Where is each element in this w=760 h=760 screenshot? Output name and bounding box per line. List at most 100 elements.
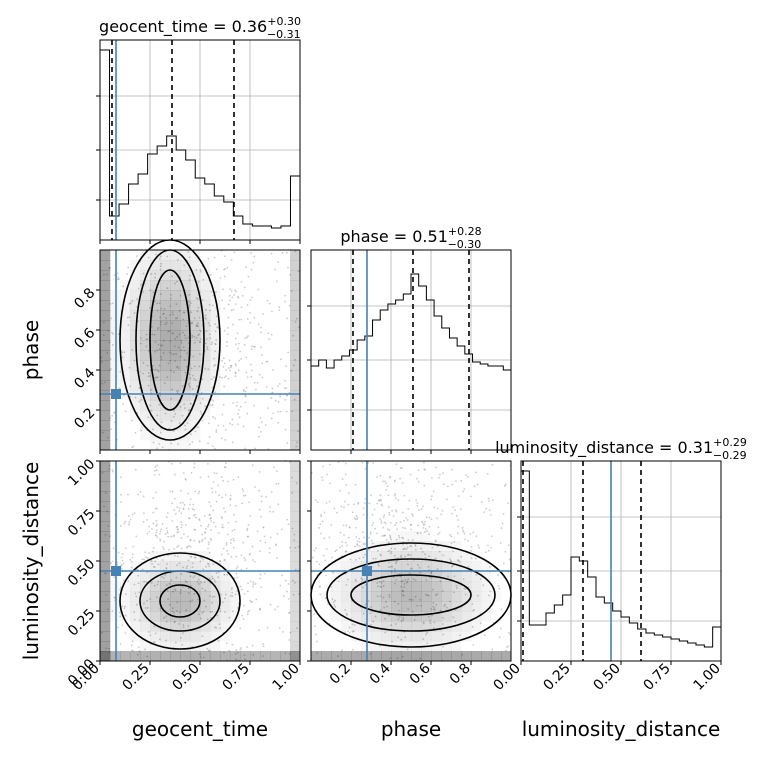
sample-point xyxy=(381,504,384,507)
sample-point xyxy=(183,264,186,267)
sample-point xyxy=(193,378,195,380)
contour-line xyxy=(119,552,241,650)
sample-point xyxy=(160,307,163,310)
sample-point xyxy=(196,325,198,328)
sample-point xyxy=(425,593,427,596)
sample-point xyxy=(388,513,391,516)
sample-point xyxy=(254,447,256,450)
sample-point xyxy=(138,386,141,389)
sample-point xyxy=(154,276,157,279)
sample-point xyxy=(397,602,400,605)
sample-point xyxy=(472,609,475,612)
sample-point xyxy=(113,274,116,276)
sample-point xyxy=(223,558,226,561)
sample-point xyxy=(158,473,161,476)
sample-point xyxy=(337,655,339,657)
sample-point xyxy=(146,571,149,574)
sample-point xyxy=(229,288,232,290)
sample-point xyxy=(280,358,282,361)
sample-point xyxy=(154,368,157,371)
density-cell xyxy=(421,531,431,541)
sample-point xyxy=(380,581,383,584)
density-cell xyxy=(361,581,372,592)
sample-point xyxy=(156,583,159,586)
density-cell xyxy=(100,350,111,361)
sample-point xyxy=(217,639,220,642)
density-cell xyxy=(210,360,221,371)
sample-point xyxy=(154,465,157,468)
density-cell xyxy=(140,330,151,341)
sample-point xyxy=(207,649,210,652)
sample-point xyxy=(294,568,297,571)
sample-point xyxy=(203,581,206,584)
sample-point xyxy=(344,541,347,544)
sample-point xyxy=(389,476,392,479)
density-cell xyxy=(170,390,181,401)
sample-point xyxy=(277,482,280,485)
sample-point xyxy=(322,465,325,468)
sample-point xyxy=(178,333,181,336)
x-tick-label: 0.00 xyxy=(490,661,523,694)
sample-point xyxy=(424,528,427,530)
sample-point xyxy=(136,412,139,414)
sample-point xyxy=(389,536,392,539)
sample-point xyxy=(288,611,291,614)
density-cell xyxy=(200,310,211,321)
sample-point xyxy=(420,508,423,510)
density-cell xyxy=(290,360,301,371)
density-cell xyxy=(290,330,301,341)
sample-point xyxy=(110,317,113,320)
sample-point xyxy=(362,543,365,545)
sample-point xyxy=(379,518,381,520)
sample-point xyxy=(462,530,465,533)
sample-point xyxy=(188,384,190,387)
sample-point xyxy=(287,597,290,600)
sample-point xyxy=(234,593,237,596)
sample-point xyxy=(387,541,390,544)
sample-point xyxy=(185,581,188,583)
sample-point xyxy=(120,501,123,503)
sample-point xyxy=(278,382,281,385)
sample-point xyxy=(116,272,119,275)
sample-point xyxy=(449,600,451,603)
sample-point xyxy=(229,497,232,500)
sample-point xyxy=(140,429,143,432)
density-cell xyxy=(170,260,181,271)
sample-point xyxy=(473,485,476,488)
density-cell xyxy=(190,340,201,351)
sample-point xyxy=(121,605,124,608)
density-cell xyxy=(180,350,191,361)
sample-point xyxy=(191,334,194,337)
density-panel-phase-luminosity_distance xyxy=(307,460,512,665)
sample-point xyxy=(230,259,233,261)
sample-point xyxy=(441,509,444,512)
sample-point xyxy=(185,546,188,549)
sample-point xyxy=(188,443,191,446)
sample-point xyxy=(235,572,238,575)
sample-point xyxy=(223,307,225,310)
sample-point xyxy=(222,526,225,529)
density-cell xyxy=(150,260,161,271)
sample-point xyxy=(171,610,174,613)
sample-point xyxy=(403,548,405,550)
contour-line xyxy=(350,574,472,616)
density-cell xyxy=(190,320,201,331)
sample-point xyxy=(146,364,149,367)
sample-point xyxy=(121,559,124,562)
sample-point xyxy=(201,299,204,301)
sample-point xyxy=(132,545,135,548)
density-cell xyxy=(290,290,301,301)
sample-point xyxy=(438,476,440,479)
sample-point xyxy=(368,549,371,551)
density-cell xyxy=(210,591,221,602)
sample-point xyxy=(353,624,356,626)
sample-point xyxy=(374,557,377,560)
density-cell xyxy=(381,541,392,552)
sample-point xyxy=(356,544,359,547)
sample-point xyxy=(224,611,226,613)
density-cell xyxy=(150,330,161,341)
density-cell xyxy=(401,631,412,642)
sample-point xyxy=(188,517,190,519)
sample-point xyxy=(116,626,119,629)
sample-point xyxy=(504,550,507,553)
